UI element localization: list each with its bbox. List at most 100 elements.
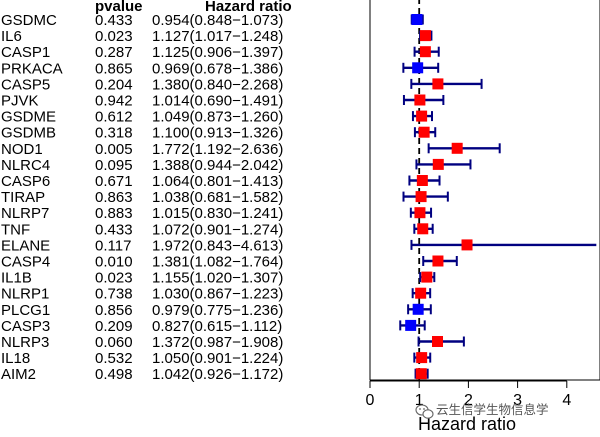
x-axis: 0 1 2 3 4	[366, 380, 571, 409]
gene-label: NOD1	[1, 141, 43, 158]
hazard-ratio-cell: 1.030(0.867−1.223)	[152, 286, 283, 303]
hr-point	[416, 352, 428, 364]
hr-point	[414, 94, 426, 106]
hazard-ratio-cell: 1.072(0.901−1.274)	[152, 221, 283, 238]
pvalue-cell: 0.612	[95, 109, 133, 126]
gene-label: GSDMC	[1, 12, 57, 29]
gene-label: NLRP3	[1, 334, 49, 351]
hazard-ratio-cell: 1.772(1.192−2.636)	[152, 141, 283, 158]
hazard-ratio-cell: 0.979(0.775−1.236)	[152, 302, 283, 319]
gene-label: PJVK	[1, 93, 39, 110]
hazard-ratio-cell: 1.381(1.082−1.764)	[152, 254, 283, 271]
pvalue-cell: 0.060	[95, 334, 133, 351]
pvalue-cell: 0.532	[95, 350, 133, 367]
pvalue-cell: 0.023	[95, 28, 133, 45]
gene-label: CASP4	[1, 254, 50, 271]
pvalue-cell: 0.318	[95, 125, 133, 142]
x-tick-label: 4	[562, 392, 571, 409]
hr-point	[415, 191, 427, 203]
hr-point	[421, 271, 433, 283]
pvalue-cell: 0.671	[95, 173, 133, 190]
gene-label: NLRC4	[1, 157, 50, 174]
hazard-ratio-cell: 0.827(0.615−1.112)	[152, 318, 282, 335]
pvalue-cell: 0.942	[95, 93, 133, 110]
hr-point	[412, 303, 424, 315]
x-tick-label: 0	[366, 392, 375, 409]
hr-point	[417, 223, 429, 235]
hr-point	[432, 255, 444, 267]
hr-point	[461, 239, 473, 251]
hr-point	[412, 62, 424, 74]
gene-label: TIRAP	[1, 189, 45, 206]
pvalue-cell: 0.010	[95, 254, 133, 271]
hr-point	[432, 336, 444, 347]
hazard-ratio-cell: 1.155(1.020−1.307)	[152, 270, 283, 287]
gene-label: ELANE	[1, 237, 50, 254]
x-axis-label: Hazard ratio	[418, 414, 516, 434]
gene-label: GSDME	[1, 109, 56, 126]
pvalue-cell: 0.433	[95, 12, 133, 29]
hazard-ratio-cell: 1.388(0.944−2.042)	[152, 157, 283, 174]
pvalue-cell: 0.738	[95, 286, 133, 303]
hr-point	[411, 14, 423, 25]
hazard-ratio-cell: 0.954(0.848−1.073)	[152, 12, 283, 29]
hr-point	[416, 110, 428, 122]
pvalue-cell: 0.117	[95, 237, 131, 254]
wechat-icon	[415, 404, 434, 419]
pvalue-cell: 0.433	[95, 221, 133, 238]
pvalue-cell: 0.023	[95, 270, 133, 287]
hr-point	[415, 368, 427, 380]
ci-marks	[399, 14, 597, 380]
gene-label: AIM2	[1, 366, 36, 383]
hazard-ratio-header: Hazard ratio	[205, 0, 292, 15]
gene-label: CASP1	[1, 44, 50, 61]
pvalue-cell: 0.865	[95, 60, 133, 77]
hazard-ratio-cell: 1.127(1.017−1.248)	[152, 28, 283, 45]
pvalue-cell: 0.209	[95, 318, 133, 335]
hazard-ratio-cell: 1.064(0.801−1.413)	[152, 173, 283, 190]
hazard-ratio-cell: 1.042(0.926−1.172)	[152, 366, 283, 383]
hazard-ratio-cell: 1.038(0.681−1.582)	[152, 189, 283, 206]
pvalue-cell: 0.287	[95, 44, 133, 61]
hazard-ratio-cell: 1.372(0.987−1.908)	[152, 334, 283, 351]
hazard-ratio-cell: 1.972(0.843−4.613)	[152, 237, 283, 254]
hr-point	[432, 158, 444, 170]
hazard-ratio-cell: 0.969(0.678−1.386)	[152, 60, 283, 77]
gene-label: PLCG1	[1, 302, 50, 319]
watermark-text: 云生信学生物信息学	[436, 402, 549, 417]
hr-point	[432, 78, 444, 90]
pvalue-cell: 0.005	[95, 141, 133, 158]
hr-point	[419, 30, 431, 42]
hazard-ratio-cell: 1.050(0.901−1.224)	[152, 350, 283, 367]
plot-panel: 0 1 2 3 4 Hazard ratio	[366, 0, 600, 434]
hazard-ratio-cell: 1.380(0.840−2.268)	[152, 76, 283, 93]
x-tick-label: 2	[464, 392, 473, 409]
hazard-ratio-cell: 1.015(0.830−1.241)	[152, 205, 283, 222]
watermark: 云生信学生物信息学	[415, 402, 549, 419]
gene-label: PRKACA	[1, 60, 63, 77]
hr-point	[419, 46, 431, 58]
gene-label: IL1B	[1, 270, 32, 287]
gene-label: TNF	[1, 221, 30, 238]
hr-point	[451, 142, 463, 154]
pvalue-cell: 0.498	[95, 366, 133, 383]
hr-point	[415, 287, 427, 299]
pvalue-header: pvalue	[95, 0, 143, 15]
gene-label: CASP5	[1, 76, 50, 93]
x-tick-label: 1	[415, 392, 424, 409]
pvalue-cell: 0.095	[95, 157, 133, 174]
pvalue-cell: 0.204	[95, 76, 133, 93]
gene-label: IL18	[1, 350, 30, 367]
hr-point	[405, 319, 417, 331]
pvalue-cell: 0.883	[95, 205, 133, 222]
gene-label: NLRP1	[1, 286, 49, 303]
gene-label: CASP3	[1, 318, 50, 335]
gene-label: IL6	[1, 28, 22, 45]
hr-point	[416, 175, 428, 186]
pvalue-cell: 0.863	[95, 189, 133, 206]
pvalue-cell: 0.856	[95, 302, 133, 319]
table-rows: GSDMC 0.433 0.954(0.848−1.073) IL6 0.023 1.12…	[1, 12, 283, 383]
gene-label: CASP6	[1, 173, 50, 190]
hr-point	[418, 126, 430, 138]
hazard-ratio-cell: 1.049(0.873−1.260)	[152, 109, 283, 126]
